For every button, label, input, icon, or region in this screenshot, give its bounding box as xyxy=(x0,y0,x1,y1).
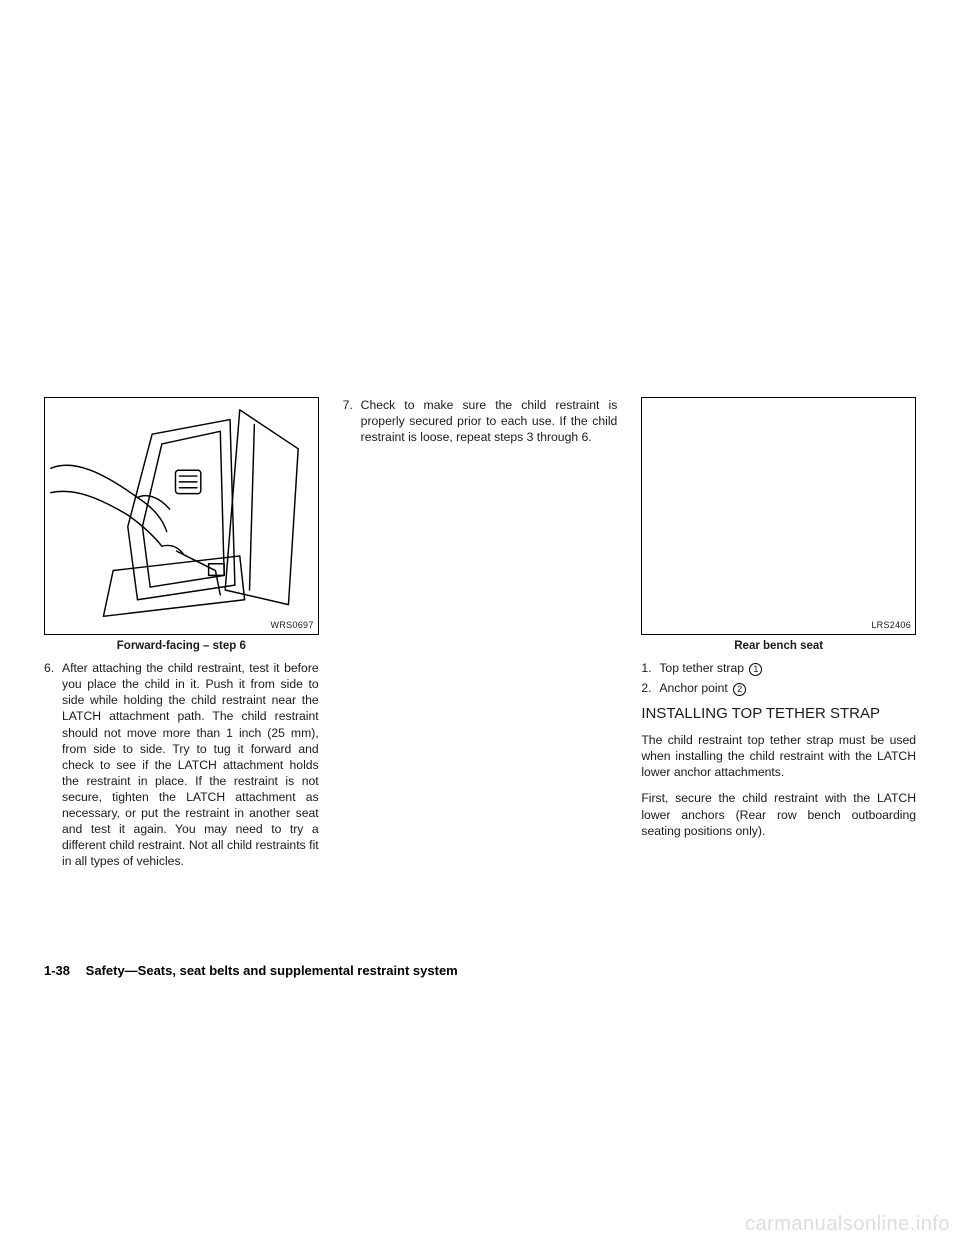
watermark: carmanualsonline.info xyxy=(745,1213,950,1236)
step-number: 7. xyxy=(343,397,361,455)
section-heading: INSTALLING TOP TETHER STRAP xyxy=(641,704,916,724)
page-content: WRS0697 Forward-facing – step 6 6. After… xyxy=(44,397,916,950)
legend-label: Top tether strap xyxy=(659,661,744,675)
circled-number-icon: 2 xyxy=(733,683,746,696)
figure-code: LRS2406 xyxy=(871,620,911,632)
legend-label: Anchor point xyxy=(659,681,727,695)
step-number: 6. xyxy=(44,660,62,879)
section-title: Safety—Seats, seat belts and supplementa… xyxy=(86,963,458,978)
legend-number: 2. xyxy=(641,680,659,696)
step-6: 6. After attaching the child restraint, … xyxy=(44,660,319,879)
legend-item-2: 2. Anchor point 2 xyxy=(641,680,916,696)
paragraph: First, secure the child restraint with t… xyxy=(641,790,916,838)
column-2: 7. Check to make sure the child restrain… xyxy=(343,397,618,879)
column-3: LRS2406 Rear bench seat 1. Top tether st… xyxy=(641,397,916,879)
page-footer: 1-38 Safety—Seats, seat belts and supple… xyxy=(44,963,458,978)
child-restraint-illustration xyxy=(45,398,318,634)
page-number: 1-38 xyxy=(44,963,70,978)
step-7: 7. Check to make sure the child restrain… xyxy=(343,397,618,455)
column-1: WRS0697 Forward-facing – step 6 6. After… xyxy=(44,397,319,879)
step-text: After attaching the child restraint, tes… xyxy=(62,660,319,869)
figure-code: WRS0697 xyxy=(271,620,314,632)
step-text: Check to make sure the child restraint i… xyxy=(361,397,618,445)
legend-text: Top tether strap 1 xyxy=(659,660,762,676)
figure-caption: Rear bench seat xyxy=(641,639,916,654)
paragraph: The child restraint top tether strap mus… xyxy=(641,732,916,780)
legend-item-1: 1. Top tether strap 1 xyxy=(641,660,916,676)
legend-number: 1. xyxy=(641,660,659,676)
figure-rear-bench: LRS2406 xyxy=(641,397,916,635)
figure-forward-facing: WRS0697 xyxy=(44,397,319,635)
column-layout: WRS0697 Forward-facing – step 6 6. After… xyxy=(44,397,916,879)
circled-number-icon: 1 xyxy=(749,663,762,676)
figure-caption: Forward-facing – step 6 xyxy=(44,639,319,654)
legend-text: Anchor point 2 xyxy=(659,680,746,696)
